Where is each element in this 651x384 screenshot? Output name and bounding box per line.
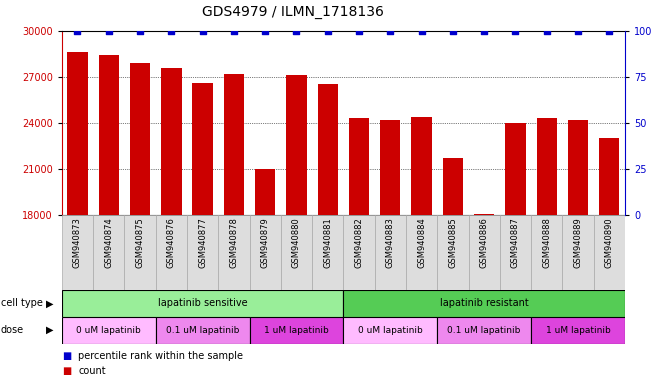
Bar (249, 215, 281, 290)
Bar (505, 123, 525, 215)
Bar (130, 63, 150, 215)
Point (322, 28, 333, 34)
Text: GSM940885: GSM940885 (449, 217, 458, 268)
Bar (62, 290, 343, 317)
Bar (161, 68, 182, 215)
Point (448, 28, 458, 34)
Bar (218, 215, 249, 290)
Text: GSM940884: GSM940884 (417, 217, 426, 268)
Text: 0 uM lapatinib: 0 uM lapatinib (358, 326, 422, 335)
Bar (255, 169, 275, 215)
Point (604, 28, 615, 34)
Text: 1 uM lapatinib: 1 uM lapatinib (264, 326, 329, 335)
Point (104, 28, 114, 34)
Text: cell type: cell type (1, 298, 42, 308)
Text: GSM940882: GSM940882 (355, 217, 363, 268)
Bar (469, 215, 500, 290)
Text: 0.1 uM lapatinib: 0.1 uM lapatinib (447, 326, 521, 335)
Text: ■: ■ (62, 366, 71, 376)
Point (385, 28, 396, 34)
Point (479, 28, 490, 34)
Text: GSM940874: GSM940874 (104, 217, 113, 268)
Bar (124, 215, 156, 290)
Point (542, 28, 552, 34)
Text: 0 uM lapatinib: 0 uM lapatinib (76, 326, 141, 335)
Text: ▶: ▶ (46, 298, 53, 308)
Text: lapatinib resistant: lapatinib resistant (440, 298, 529, 308)
Bar (281, 215, 312, 290)
Text: GSM940878: GSM940878 (229, 217, 238, 268)
Point (291, 28, 301, 34)
Text: GSM940880: GSM940880 (292, 217, 301, 268)
Point (166, 28, 176, 34)
Point (260, 28, 270, 34)
Text: GSM940886: GSM940886 (480, 217, 489, 268)
Bar (318, 84, 338, 215)
Bar (156, 215, 187, 290)
Bar (375, 215, 406, 290)
Text: count: count (78, 366, 105, 376)
Bar (568, 120, 589, 215)
Text: GSM940883: GSM940883 (386, 217, 395, 268)
Bar (437, 317, 531, 344)
Text: GDS4979 / ILMN_1718136: GDS4979 / ILMN_1718136 (202, 5, 384, 19)
Text: 0.1 uM lapatinib: 0.1 uM lapatinib (166, 326, 240, 335)
Bar (500, 215, 531, 290)
Point (354, 28, 365, 34)
Text: lapatinib sensitive: lapatinib sensitive (158, 298, 247, 308)
Bar (193, 83, 213, 215)
Bar (224, 74, 244, 215)
Text: 1 uM lapatinib: 1 uM lapatinib (546, 326, 611, 335)
Text: percentile rank within the sample: percentile rank within the sample (78, 351, 243, 361)
Bar (443, 158, 463, 215)
Bar (343, 215, 375, 290)
Bar (594, 215, 625, 290)
Point (573, 28, 583, 34)
Bar (437, 215, 469, 290)
Bar (187, 215, 218, 290)
Bar (312, 215, 343, 290)
Bar (406, 215, 437, 290)
Text: GSM940879: GSM940879 (260, 217, 270, 268)
Bar (93, 215, 124, 290)
Text: ▶: ▶ (46, 325, 53, 335)
Text: GSM940881: GSM940881 (324, 217, 332, 268)
Point (229, 28, 239, 34)
Bar (380, 120, 400, 215)
Bar (599, 138, 620, 215)
Bar (343, 317, 437, 344)
Text: GSM940875: GSM940875 (135, 217, 145, 268)
Point (72, 28, 83, 34)
Text: GSM940873: GSM940873 (73, 217, 82, 268)
Text: ■: ■ (62, 351, 71, 361)
Bar (343, 290, 625, 317)
Bar (474, 214, 494, 215)
Point (510, 28, 521, 34)
Bar (562, 215, 594, 290)
Point (197, 28, 208, 34)
Bar (62, 215, 93, 290)
Bar (249, 317, 343, 344)
Bar (531, 317, 625, 344)
Bar (62, 317, 156, 344)
Bar (98, 55, 119, 215)
Bar (67, 52, 88, 215)
Bar (286, 75, 307, 215)
Bar (156, 317, 249, 344)
Bar (349, 118, 369, 215)
Text: GSM940889: GSM940889 (574, 217, 583, 268)
Text: GSM940876: GSM940876 (167, 217, 176, 268)
Bar (531, 215, 562, 290)
Text: GSM940888: GSM940888 (542, 217, 551, 268)
Text: GSM940877: GSM940877 (198, 217, 207, 268)
Point (417, 28, 427, 34)
Bar (411, 117, 432, 215)
Text: GSM940890: GSM940890 (605, 217, 614, 268)
Text: GSM940887: GSM940887 (511, 217, 520, 268)
Text: dose: dose (1, 325, 24, 335)
Point (135, 28, 145, 34)
Bar (536, 118, 557, 215)
